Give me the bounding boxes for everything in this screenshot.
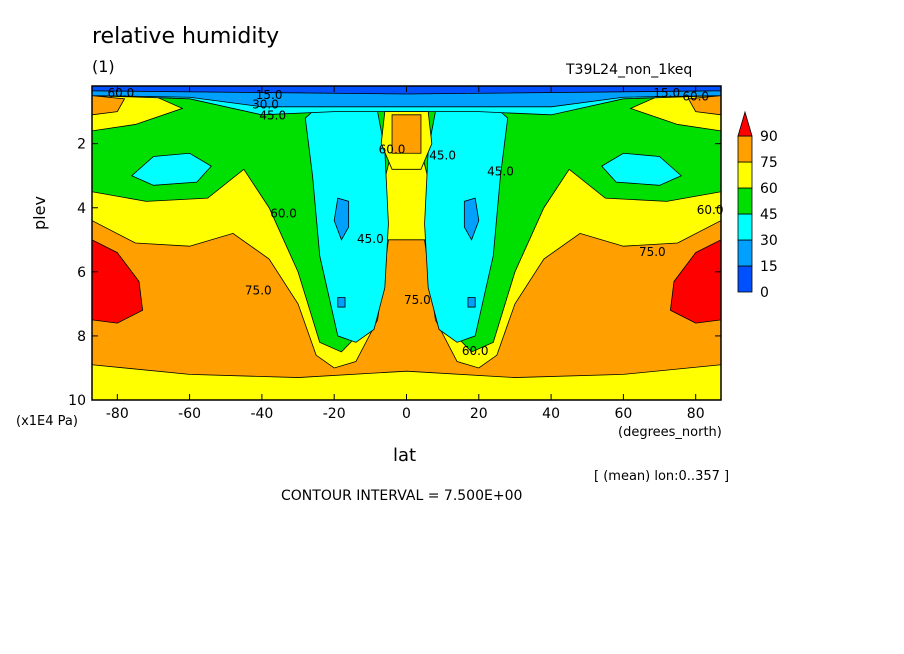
chart-subtitle: (1) bbox=[92, 57, 115, 76]
colorbar-label: 30 bbox=[760, 233, 778, 249]
colorbar-label: 60 bbox=[760, 181, 778, 197]
x-axis-label: lat bbox=[393, 445, 417, 466]
colorbar-label: 15 bbox=[760, 259, 778, 275]
field-core-15-west-lower bbox=[337, 297, 346, 308]
colorbar-extend-triangle bbox=[737, 110, 753, 137]
colorbar-label: 45 bbox=[760, 207, 778, 223]
contour-label: 75.0 bbox=[639, 245, 666, 259]
contour-label: 60.0 bbox=[270, 206, 297, 220]
field-eq-upper-75 bbox=[391, 114, 422, 154]
contour-interval: CONTOUR INTERVAL = 7.500E+00 bbox=[281, 488, 523, 504]
x-tick-label: -40 bbox=[250, 406, 273, 422]
y-tick-label: 8 bbox=[77, 329, 86, 345]
run-label: T39L24_non_1keq bbox=[566, 62, 693, 78]
contour-label: 75.0 bbox=[245, 283, 272, 297]
field-upper-orange-east bbox=[687, 95, 721, 116]
contour-label: 60.0 bbox=[697, 203, 724, 217]
field-max-90-west bbox=[92, 239, 144, 324]
contour-label: 75.0 bbox=[404, 293, 431, 307]
field-core-15-east-lower bbox=[467, 297, 476, 308]
colorbar-swatch bbox=[737, 265, 753, 293]
field-upper-orange-west bbox=[92, 95, 126, 116]
x-tick-label: -60 bbox=[178, 406, 201, 422]
field-core-15-west-upper bbox=[333, 197, 350, 241]
colorbar-swatch bbox=[737, 239, 753, 267]
x-tick-label: 0 bbox=[402, 406, 411, 422]
colorbar-label: 0 bbox=[760, 285, 769, 301]
mean-info: [ (mean) lon:0..357 ] bbox=[594, 469, 730, 484]
y-axis-unit: (x1E4 Pa) bbox=[16, 414, 78, 429]
contour-fill-group bbox=[92, 86, 721, 400]
field-core-15-east-upper bbox=[463, 197, 480, 241]
contour-label: 45.0 bbox=[487, 165, 514, 179]
chart-title: relative humidity bbox=[92, 24, 280, 49]
y-tick-label: 2 bbox=[77, 137, 86, 153]
y-tick-label: 4 bbox=[77, 201, 86, 217]
colorbar: 0 15 30 45 60 75 90 bbox=[737, 110, 778, 301]
axes: -80 -60 -40 -20 0 20 40 60 80 2 4 6 8 10 bbox=[68, 85, 722, 422]
x-tick-label: 60 bbox=[614, 406, 632, 422]
contour-labels: 15.030.045.060.060.0 45.045.060.045.075.0… bbox=[108, 86, 724, 358]
contour-label: 15.0 bbox=[653, 86, 680, 100]
contour-label: 60.0 bbox=[108, 86, 135, 100]
contour-label: 30.0 bbox=[252, 97, 279, 111]
contour-label: 45.0 bbox=[357, 232, 384, 246]
field-midlat-30-east bbox=[601, 152, 682, 186]
colorbar-label: 75 bbox=[760, 155, 778, 171]
y-tick-label: 6 bbox=[77, 265, 86, 281]
x-axis-unit: (degrees_north) bbox=[618, 425, 722, 440]
field-surface-band bbox=[92, 364, 721, 400]
field-midlat-30-west bbox=[131, 152, 212, 186]
colorbar-label: 90 bbox=[760, 129, 778, 145]
colorbar-swatch bbox=[737, 161, 753, 189]
x-tick-label: -80 bbox=[106, 406, 129, 422]
contour-label: 45.0 bbox=[259, 109, 286, 123]
colorbar-swatch bbox=[737, 187, 753, 215]
contour-label: 15.0 bbox=[256, 88, 283, 102]
x-tick-label: -20 bbox=[323, 406, 346, 422]
colorbar-swatch bbox=[737, 213, 753, 241]
x-tick-label: 40 bbox=[542, 406, 560, 422]
contour-label: 60.0 bbox=[462, 344, 489, 358]
contour-label: 45.0 bbox=[429, 149, 456, 163]
x-tick-label: 20 bbox=[470, 406, 488, 422]
contour-label: 60.0 bbox=[682, 89, 709, 103]
field-max-90-east bbox=[669, 239, 721, 324]
colorbar-swatch bbox=[737, 135, 753, 163]
y-tick-label: 10 bbox=[68, 393, 86, 409]
contour-label: 60.0 bbox=[379, 142, 406, 156]
x-tick-label: 80 bbox=[687, 406, 705, 422]
